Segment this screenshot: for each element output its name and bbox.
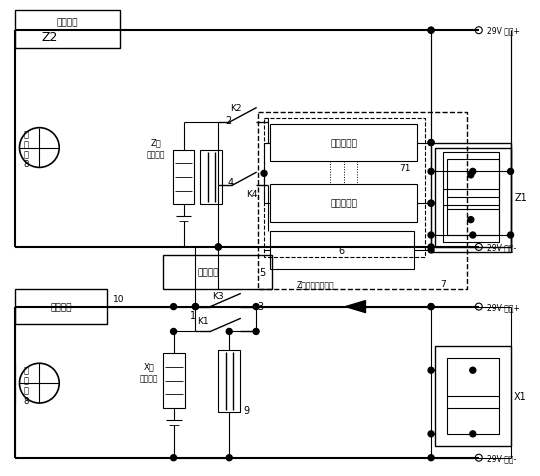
Polygon shape <box>346 301 366 313</box>
Text: 蓄电池组: 蓄电池组 <box>146 149 165 159</box>
Circle shape <box>171 304 177 310</box>
Circle shape <box>470 169 476 175</box>
Circle shape <box>508 169 514 175</box>
Circle shape <box>171 455 177 461</box>
Bar <box>173 150 194 205</box>
Text: 太: 太 <box>24 366 29 375</box>
Circle shape <box>470 233 476 238</box>
Bar <box>443 153 498 242</box>
Circle shape <box>192 304 198 310</box>
Text: 阳: 阳 <box>24 376 29 385</box>
Text: 阳: 阳 <box>24 140 29 149</box>
Text: 29V 母线+: 29V 母线+ <box>487 302 519 311</box>
Text: 6: 6 <box>339 246 345 256</box>
Bar <box>435 148 511 248</box>
Text: X1: X1 <box>514 391 527 401</box>
Circle shape <box>428 304 434 310</box>
Text: K3: K3 <box>213 291 224 300</box>
Text: 1: 1 <box>191 310 197 320</box>
Text: 71: 71 <box>400 164 411 172</box>
Text: 放电调节器: 放电调节器 <box>330 199 357 208</box>
Text: 8: 8 <box>24 396 29 405</box>
Circle shape <box>215 245 221 250</box>
Text: Z器: Z器 <box>150 138 161 147</box>
Circle shape <box>261 171 267 177</box>
Circle shape <box>253 329 259 335</box>
Circle shape <box>428 245 434 250</box>
Bar <box>447 160 498 236</box>
Text: 放电调节器: 放电调节器 <box>330 139 357 148</box>
Text: X器: X器 <box>143 362 154 371</box>
Circle shape <box>470 431 476 437</box>
Text: 蓄电池组: 蓄电池组 <box>139 374 158 383</box>
Circle shape <box>428 140 434 146</box>
Bar <box>431 143 511 252</box>
Bar <box>264 119 425 258</box>
Circle shape <box>226 455 232 461</box>
Text: Z2: Z2 <box>41 30 57 44</box>
Bar <box>447 358 498 434</box>
Circle shape <box>428 367 434 373</box>
Text: 分流电路: 分流电路 <box>57 19 78 28</box>
Text: 5: 5 <box>259 267 265 277</box>
Circle shape <box>428 169 434 175</box>
Circle shape <box>470 367 476 373</box>
Bar <box>16 289 107 325</box>
Text: 2: 2 <box>225 116 231 126</box>
Circle shape <box>468 172 474 178</box>
Circle shape <box>428 431 434 437</box>
Bar <box>218 351 240 412</box>
Bar <box>16 11 120 49</box>
Bar <box>270 124 417 162</box>
Bar <box>270 231 414 269</box>
Text: 脱落插头: 脱落插头 <box>198 268 219 277</box>
Bar <box>163 255 272 289</box>
Bar <box>200 150 222 205</box>
Text: K4: K4 <box>246 189 258 198</box>
Text: 29V 母线-: 29V 母线- <box>487 243 516 252</box>
Circle shape <box>428 304 434 310</box>
Bar <box>163 354 185 408</box>
Text: K2: K2 <box>231 104 242 113</box>
Circle shape <box>192 304 198 310</box>
Text: 8: 8 <box>24 159 29 169</box>
Circle shape <box>428 201 434 207</box>
Text: 充电电路: 充电电路 <box>50 302 72 311</box>
Text: 3: 3 <box>257 301 263 311</box>
Bar <box>270 185 417 223</box>
Circle shape <box>428 28 434 34</box>
Text: 9: 9 <box>243 405 249 415</box>
Text: 阵: 阵 <box>24 386 29 395</box>
Circle shape <box>428 201 434 207</box>
Text: Z1: Z1 <box>514 193 527 203</box>
Text: 太: 太 <box>24 130 29 139</box>
Circle shape <box>468 217 474 223</box>
Circle shape <box>253 304 259 310</box>
Circle shape <box>508 233 514 238</box>
Text: 29V 母线-: 29V 母线- <box>487 453 516 462</box>
Text: 29V 母线+: 29V 母线+ <box>487 27 519 36</box>
Bar <box>258 112 467 289</box>
Text: 10: 10 <box>113 295 125 304</box>
Circle shape <box>226 329 232 335</box>
Circle shape <box>428 140 434 146</box>
Text: Z器放电调节模块: Z器放电调节模块 <box>297 279 335 288</box>
Circle shape <box>428 248 434 253</box>
Circle shape <box>428 233 434 238</box>
Text: 7: 7 <box>440 279 446 288</box>
Circle shape <box>171 329 177 335</box>
Bar <box>435 347 511 446</box>
Circle shape <box>428 455 434 461</box>
Text: K1: K1 <box>198 317 209 325</box>
Text: 4: 4 <box>227 178 233 188</box>
Circle shape <box>215 245 221 250</box>
Circle shape <box>428 28 434 34</box>
Text: 阵: 阵 <box>24 149 29 159</box>
